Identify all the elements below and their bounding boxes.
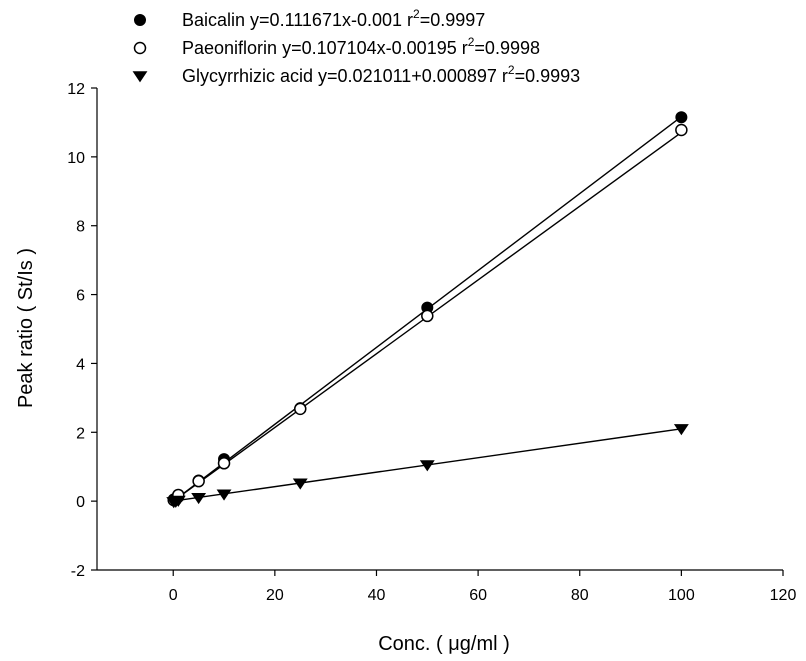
- y-tick-label: 2: [76, 425, 85, 442]
- legend-marker: [133, 41, 147, 55]
- y-axis-title: Peak ratio ( St/Is ): [15, 248, 37, 408]
- legend-r-value: =0.9998: [474, 38, 540, 58]
- series-glycyrrhizic-acid: [166, 424, 689, 509]
- data-point: [191, 492, 207, 505]
- legend-label: Glycyrrhizic acid y=0.021011+0.000897 r2…: [182, 63, 580, 86]
- series-paeoniflorin: [167, 123, 688, 507]
- legend-r-label: r: [462, 38, 468, 58]
- data-point: [217, 457, 231, 470]
- data-point: [673, 424, 689, 436]
- legend-label: Paeoniflorin y=0.107104x-0.00195 r2=0.99…: [182, 35, 540, 58]
- legend-item: Glycyrrhizic acid y=0.021011+0.000897 r2…: [132, 63, 580, 86]
- legend-marker: [134, 14, 146, 26]
- y-tick-label: 0: [76, 494, 85, 511]
- y-tick-label: 10: [67, 150, 85, 167]
- legend-equation: y=0.021011+0.000897: [318, 66, 502, 86]
- data-point: [421, 309, 434, 323]
- y-tick-label: 8: [76, 219, 85, 236]
- x-tick-label: 20: [266, 587, 284, 604]
- x-tick-label: 100: [668, 587, 695, 604]
- legend-equation: y=0.107104x-0.00195: [282, 38, 462, 58]
- y-tick-label: 6: [76, 288, 85, 305]
- legend-series-name: Glycyrrhizic acid: [182, 66, 318, 86]
- legend-equation: y=0.111671x-0.001: [250, 10, 407, 30]
- x-tick-label: 40: [368, 587, 386, 604]
- legend-r-value: =0.9997: [420, 10, 486, 30]
- legend-r-label: r: [407, 10, 413, 30]
- legend-item: Paeoniflorin y=0.107104x-0.00195 r2=0.99…: [133, 35, 540, 58]
- legend: Baicalin y=0.111671x-0.001 r2=0.9997Paeo…: [132, 7, 580, 86]
- legend-item: Baicalin y=0.111671x-0.001 r2=0.9997: [134, 7, 485, 30]
- data-point: [294, 402, 307, 416]
- x-tick-label: 60: [469, 587, 487, 604]
- y-tick-label: 4: [76, 356, 85, 373]
- x-axis-title: Conc. ( μg/ml ): [378, 633, 510, 655]
- x-tick-label: 80: [571, 587, 589, 604]
- data-point: [675, 111, 688, 124]
- data-point: [170, 495, 186, 507]
- series-layer: [166, 111, 689, 509]
- y-ticks: -2 0 2 4 6 8 10 12: [67, 81, 97, 580]
- data-point: [419, 460, 435, 472]
- data-point: [192, 474, 205, 488]
- legend-series-name: Paeoniflorin: [182, 38, 282, 58]
- plot-area: -2 0 2 4 6 8 10 12 0 20 40 60 80 100 120: [67, 81, 796, 604]
- data-point: [292, 478, 308, 490]
- y-tick-label: 12: [67, 81, 85, 98]
- legend-label: Baicalin y=0.111671x-0.001 r2=0.9997: [182, 7, 485, 30]
- legend-series-name: Baicalin: [182, 10, 250, 30]
- legend-r-label: r: [502, 66, 508, 86]
- data-point: [675, 123, 688, 137]
- data-point: [216, 489, 232, 501]
- x-tick-label: 0: [169, 587, 178, 604]
- legend-r-superscript: 2: [508, 63, 515, 77]
- y-tick-label: -2: [71, 563, 85, 580]
- x-tick-label: 120: [770, 587, 797, 604]
- legend-r-superscript: 2: [413, 7, 420, 21]
- x-ticks: 0 20 40 60 80 100 120: [169, 570, 797, 604]
- series-baicalin: [167, 111, 688, 506]
- legend-marker: [132, 71, 148, 83]
- legend-r-superscript: 2: [468, 35, 475, 49]
- legend-r-value: =0.9993: [515, 66, 581, 86]
